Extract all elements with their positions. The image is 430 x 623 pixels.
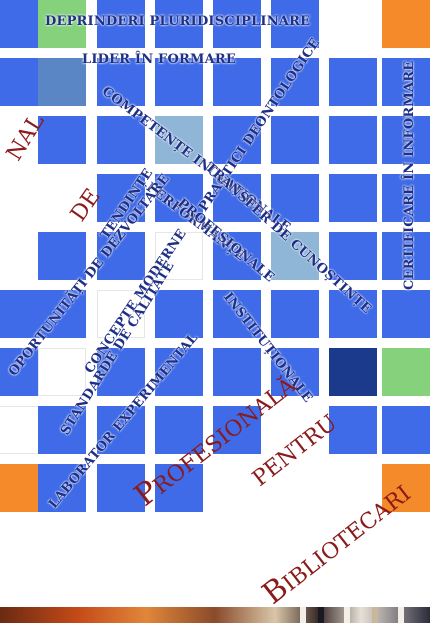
grid-tile [329,116,377,164]
grid-tile [97,232,145,280]
grid-tile [0,290,40,338]
grid-tile [38,232,86,280]
grid-tile [271,116,319,164]
grid-tile [97,116,145,164]
grid-tile-orange [382,0,430,48]
grid-tile [213,116,261,164]
grid-tile [155,290,203,338]
grid-tile-navy [329,348,377,396]
grid-tile [213,0,261,48]
grid-tile-teal [271,232,319,280]
keyword: CERTIFICARE ÎN INFORMARE [402,60,417,290]
grid-tile-white [97,290,145,338]
grid-tile [329,174,377,222]
grid-tile [38,116,86,164]
grid-tile [97,58,145,106]
grid-tile [271,58,319,106]
grid-tile [0,348,40,396]
grid-tile [155,0,203,48]
grid-tile [329,232,377,280]
grid-tile [329,58,377,106]
grid-tile [382,174,430,222]
grid-tile-green [382,348,430,396]
grid-tile [97,406,145,454]
grid-tile [271,174,319,222]
grid-tile [97,464,145,512]
title-word-bibliotecari: BIBLIOTECARI [256,481,416,612]
grid-tile [213,406,261,454]
grid-tile-white [38,348,86,396]
grid-tile-slate [38,58,86,106]
grid-tile [382,290,430,338]
grid-tile-orange [0,464,40,512]
grid-tile-white [0,406,40,454]
grid-tile-teal [155,116,203,164]
grid-tile [38,290,86,338]
grid-tile [271,290,319,338]
grid-tile [382,232,430,280]
grid-tile [271,348,319,396]
grid-tile [155,174,203,222]
grid-tile [382,58,430,106]
grid-tile [213,232,261,280]
grid-tile [382,116,430,164]
grid-tile [0,58,40,106]
grid-tile-green [38,0,86,48]
grid-tile [155,406,203,454]
grid-tile [38,406,86,454]
grid-tile-white [155,232,203,280]
bookshelf-strip [0,607,430,623]
grid-tile [155,464,203,512]
grid-tile [97,348,145,396]
grid-tile [382,406,430,454]
grid-tile [329,406,377,454]
grid-tile [38,464,86,512]
grid-tile [213,174,261,222]
keyword: DEPRINDERI PLURIDISCIPLINARE [45,14,311,29]
keyword: LIDER ÎN FORMARE [82,52,236,67]
grid-tile [213,348,261,396]
grid-tile [213,58,261,106]
grid-tile [329,290,377,338]
grid-tile [97,0,145,48]
grid-tile [97,174,145,222]
grid-tile [155,348,203,396]
grid-tile [213,290,261,338]
grid-tile [0,0,40,48]
grid-tile [271,0,319,48]
grid-tile [155,58,203,106]
grid-tile-orange [382,464,430,512]
